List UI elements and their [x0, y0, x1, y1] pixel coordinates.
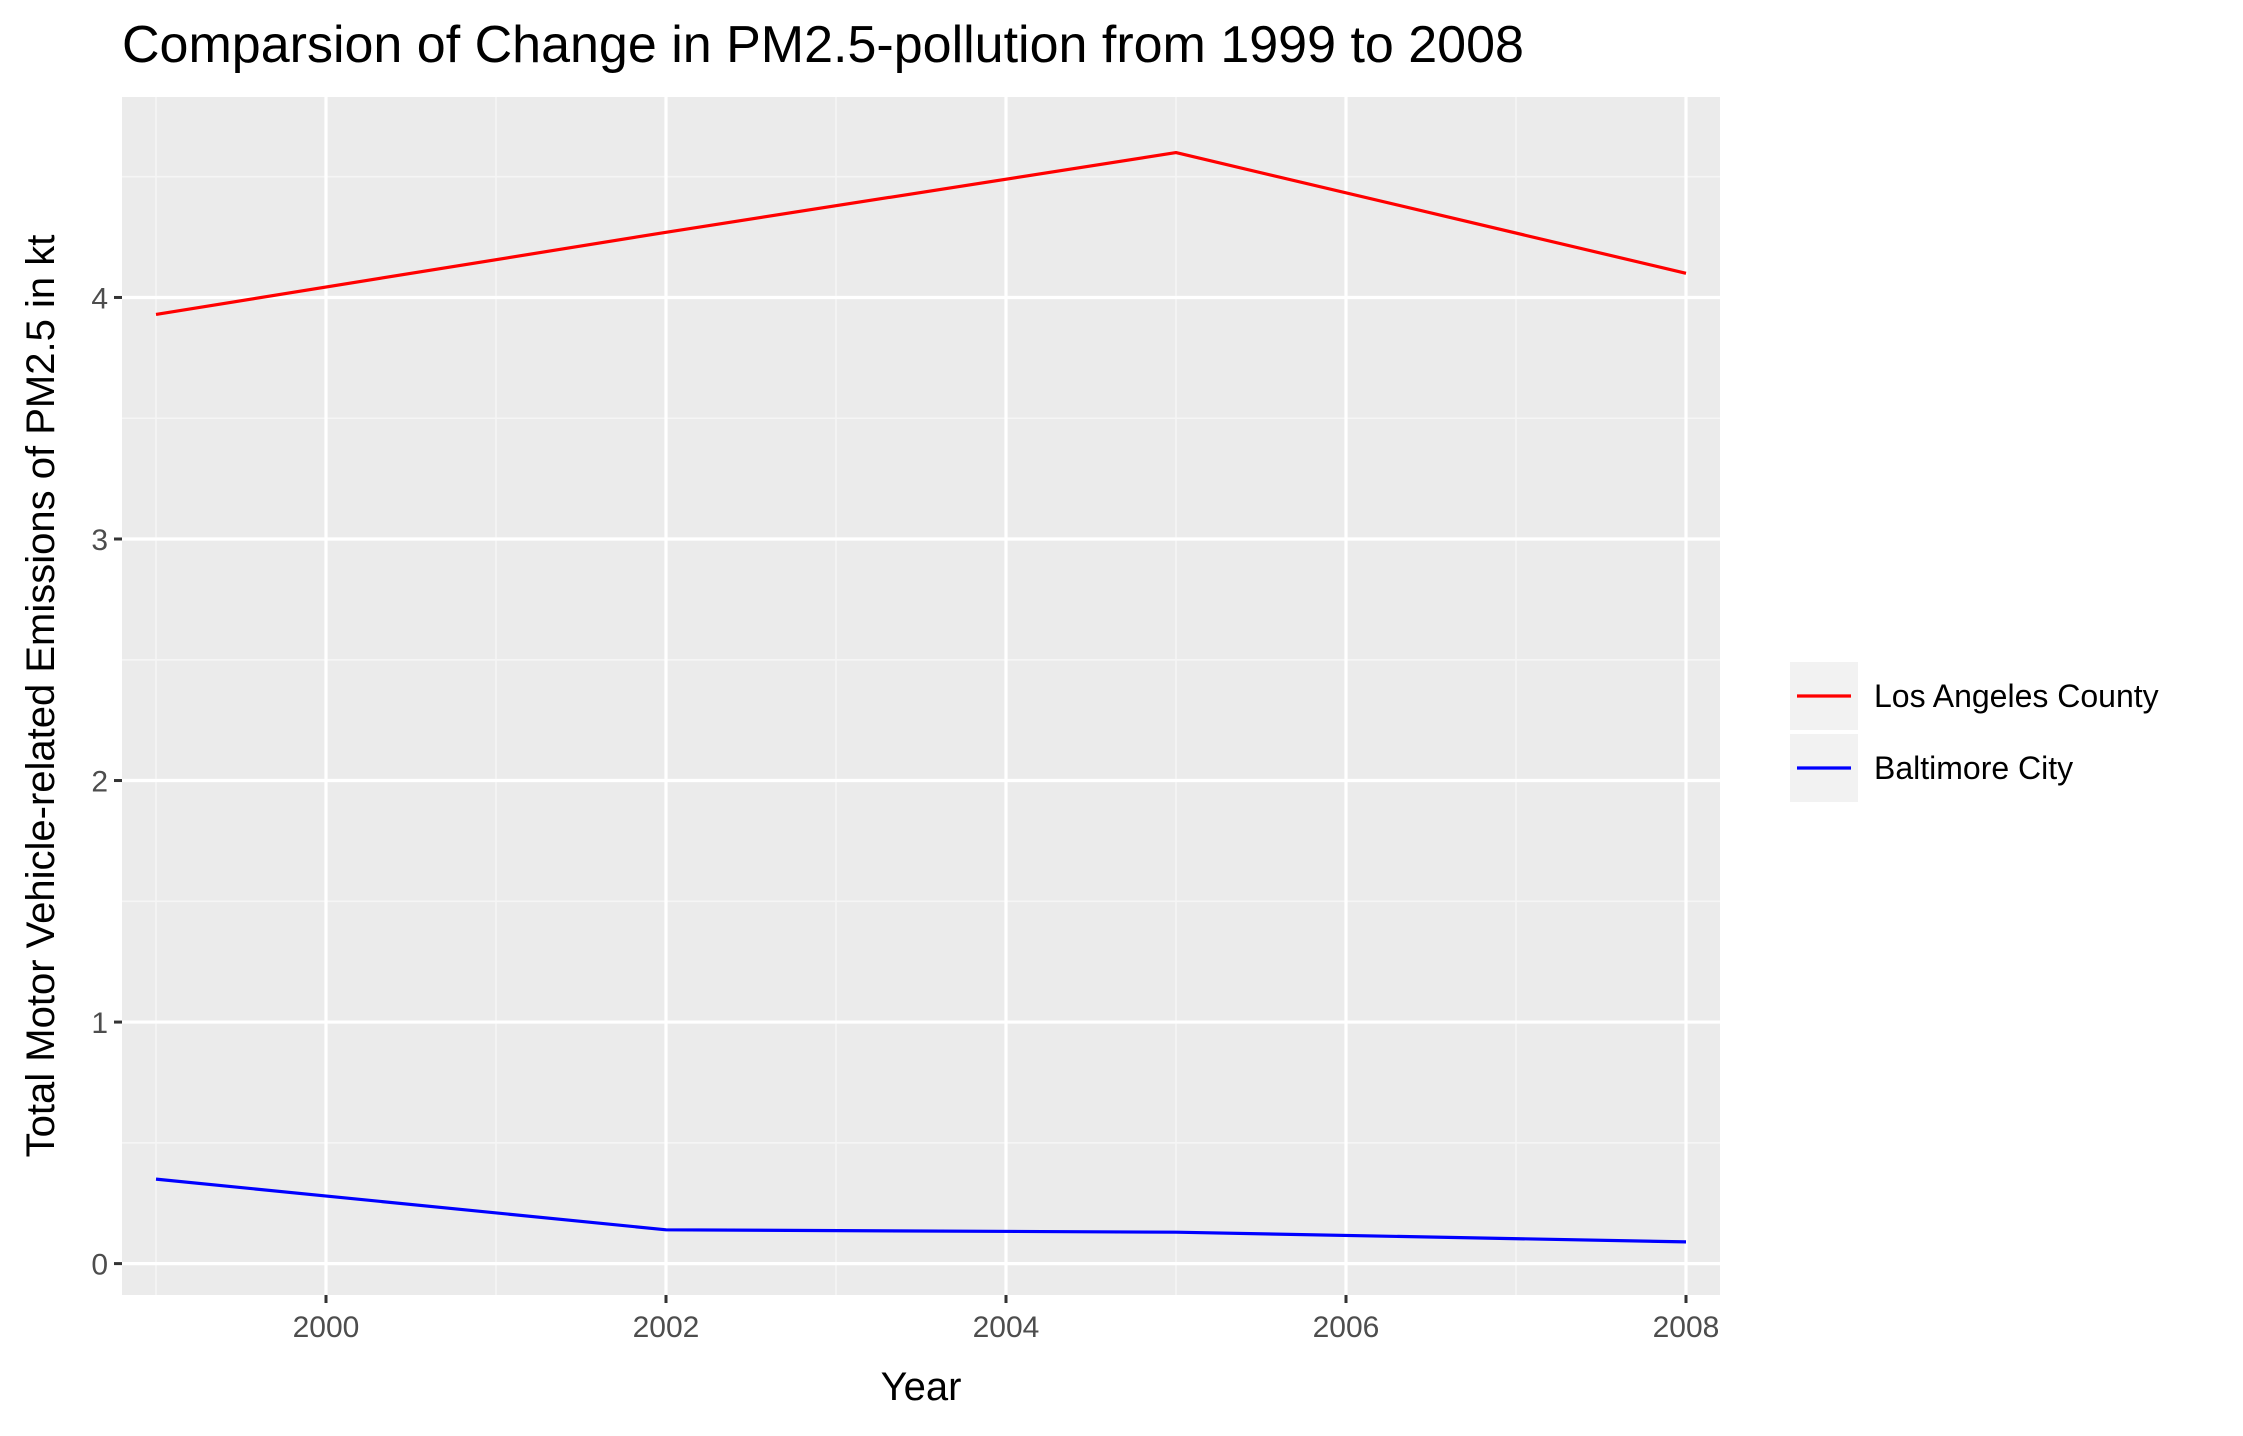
y-tick-label: 3 [91, 524, 108, 557]
y-tick-label: 0 [91, 1249, 108, 1282]
plot-panel [122, 97, 1720, 1295]
chart-title: Comparsion of Change in PM2.5-pollution … [122, 16, 1524, 74]
y-tick-label: 4 [91, 282, 108, 315]
y-tick-label: 2 [91, 766, 108, 799]
x-tick-label: 2004 [973, 1311, 1040, 1344]
legend-label: Baltimore City [1874, 750, 2073, 786]
series-line [155, 151, 1687, 316]
legend-label: Los Angeles County [1874, 678, 2159, 714]
x-tick-label: 2006 [1313, 1311, 1380, 1344]
y-tick-label: 1 [91, 1007, 108, 1040]
major-gridlines [122, 97, 1720, 1295]
legend: Los Angeles County Baltimore City [1790, 662, 2159, 802]
x-axis-title: Year [881, 1365, 962, 1409]
y-axis: 0 1 2 3 4 [91, 282, 122, 1282]
series-line [155, 1177, 1687, 1244]
series-lines [155, 151, 1687, 1244]
x-tick-label: 2008 [1653, 1311, 1720, 1344]
x-tick-label: 2002 [633, 1311, 700, 1344]
x-axis: 2000 2002 2004 2006 2008 [293, 1295, 1720, 1344]
x-tick-label: 2000 [293, 1311, 360, 1344]
y-axis-title: Total Motor Vehicle-related Emissions of… [19, 235, 63, 1158]
